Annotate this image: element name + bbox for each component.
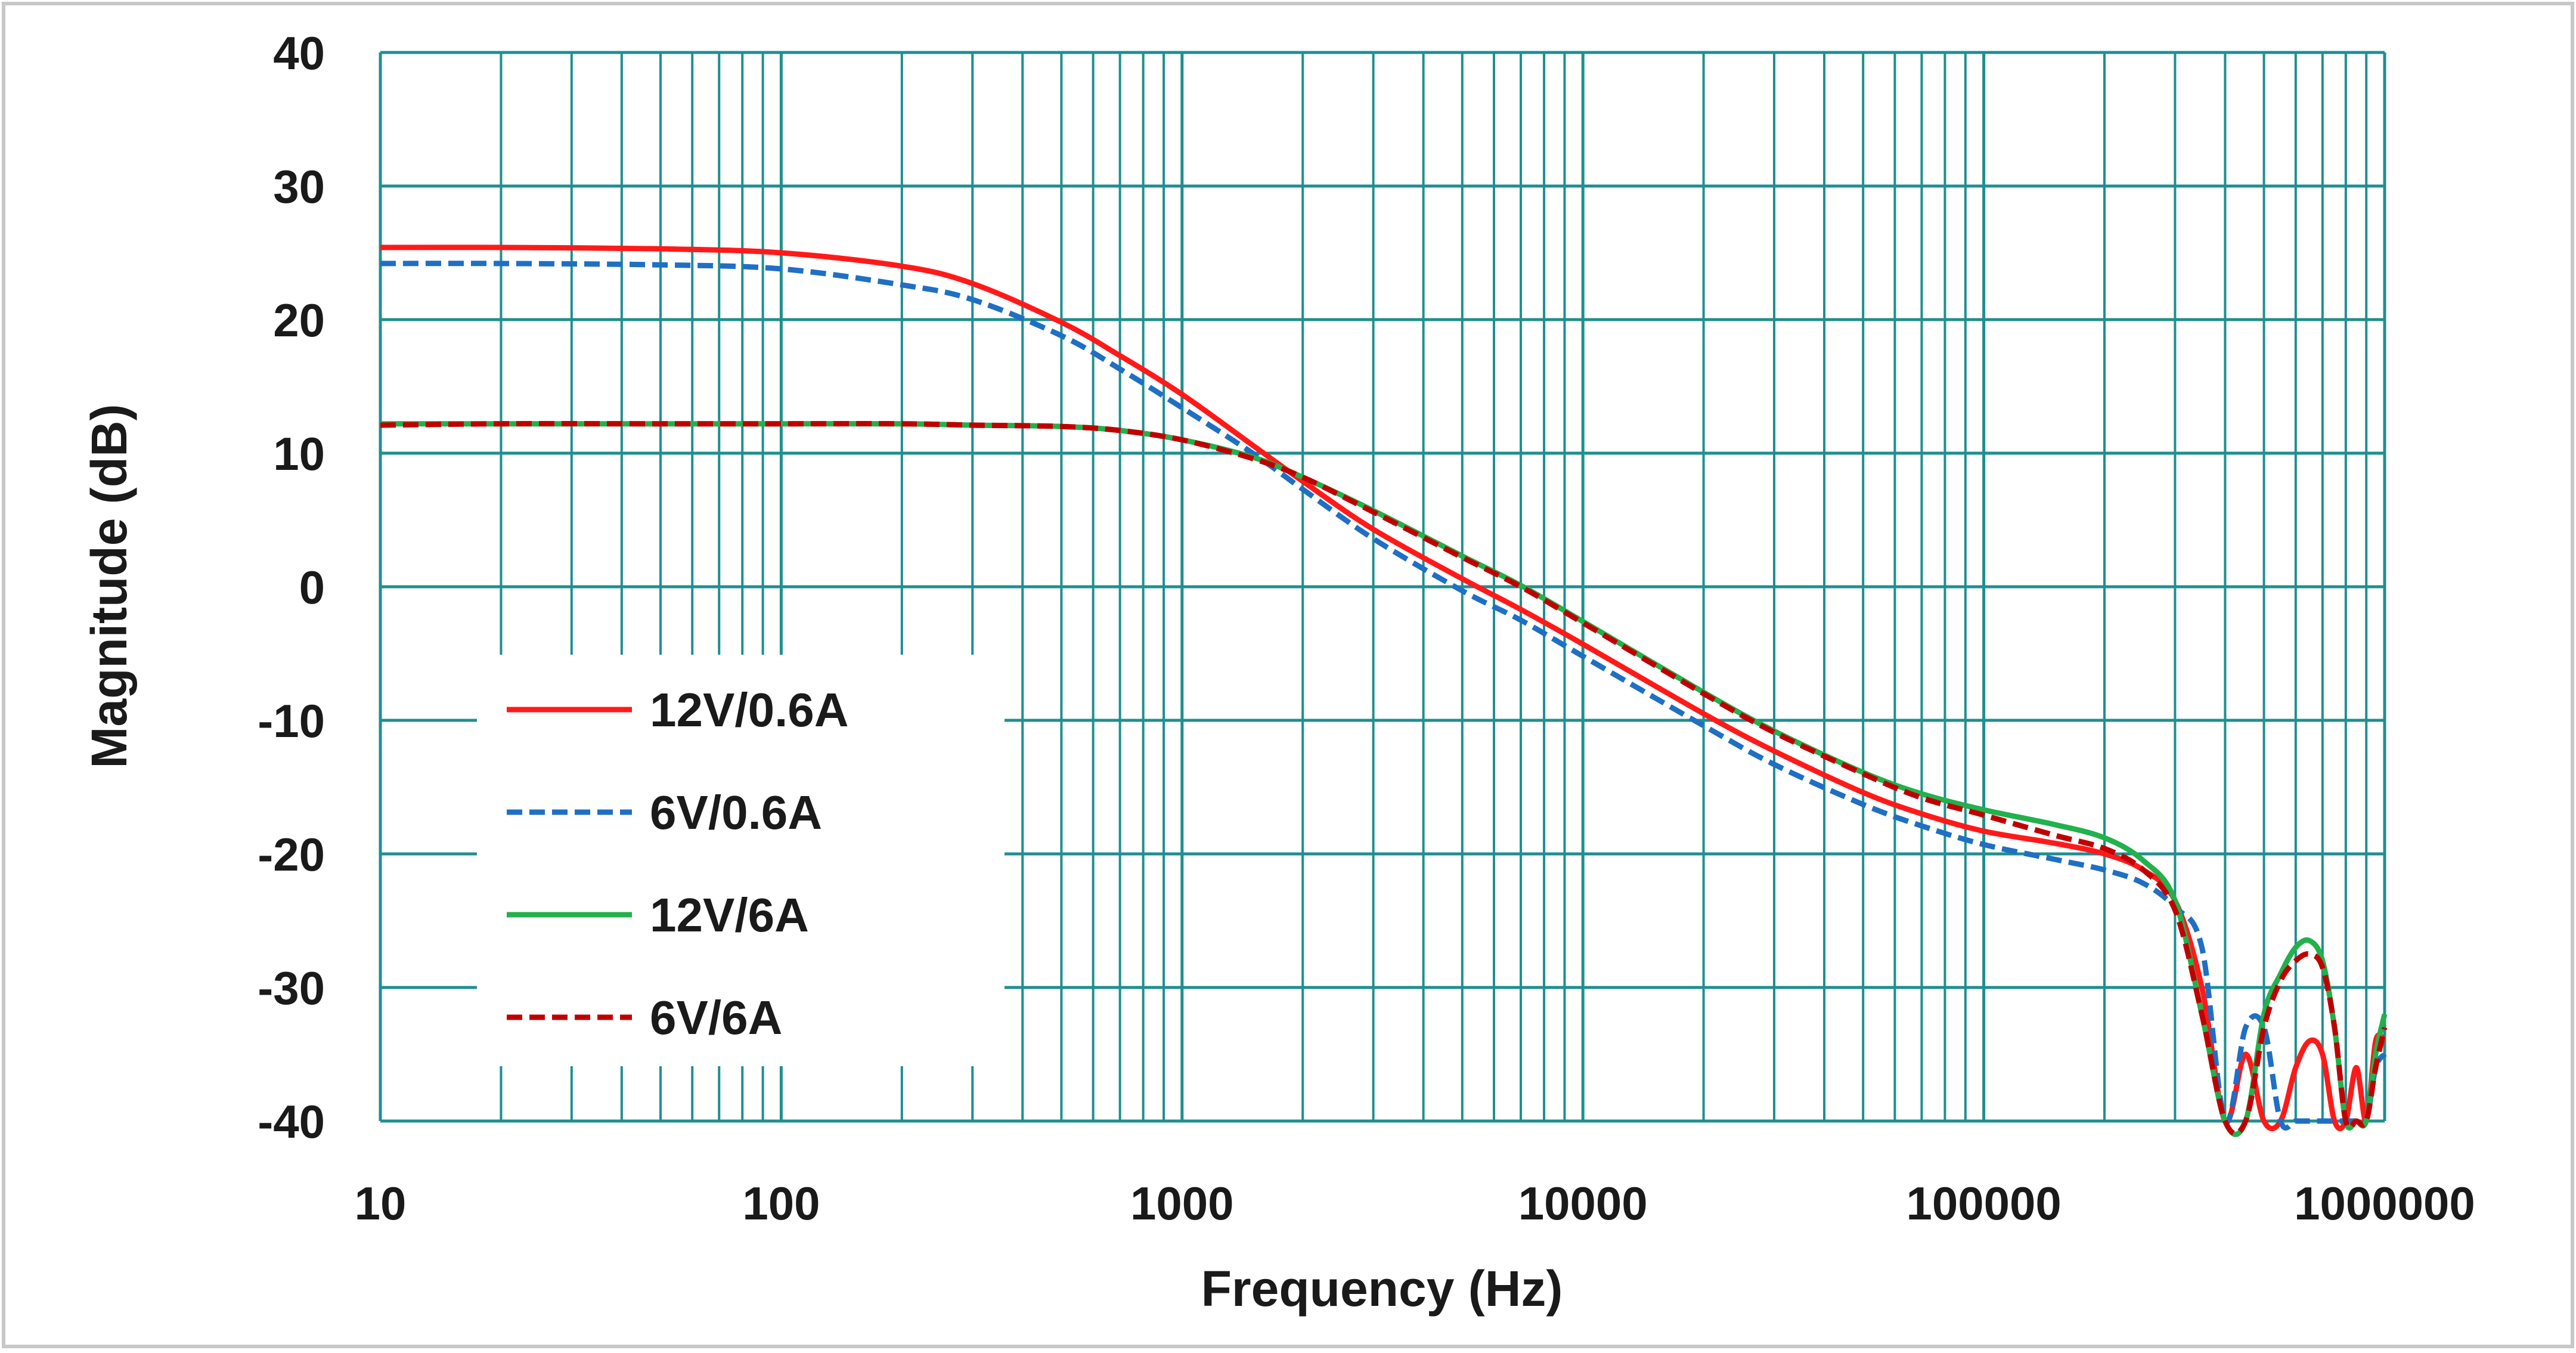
y-tick-label: 30 <box>273 160 325 213</box>
legend-label: 12V/0.6A <box>650 683 849 736</box>
y-tick-label: -40 <box>258 1095 325 1148</box>
x-tick-label: 100000 <box>1906 1177 2061 1230</box>
y-tick-label: -10 <box>258 695 325 747</box>
y-axis-label: Magnitude (dB) <box>81 404 137 768</box>
series-line-2 <box>380 261 2387 1131</box>
x-tick-label: 10 <box>355 1177 407 1230</box>
y-tick-label: 40 <box>273 27 325 79</box>
y-tick-label: -30 <box>258 962 325 1014</box>
series-line-1 <box>380 244 2388 1132</box>
y-tick-label: 20 <box>273 294 325 346</box>
legend-label: 12V/6A <box>650 888 809 942</box>
y-tick-label: 10 <box>273 428 325 480</box>
series-line-4 <box>380 421 2388 1137</box>
x-tick-label: 1000000 <box>2294 1177 2475 1230</box>
y-tick-label: 0 <box>299 561 325 614</box>
y-tick-label: -20 <box>258 828 325 881</box>
legend-label: 6V/0.6A <box>650 786 822 839</box>
x-tick-label: 1000 <box>1130 1177 1234 1230</box>
series-lines <box>380 244 2388 1137</box>
x-tick-label: 10000 <box>1518 1177 1648 1230</box>
legend-box <box>477 655 1005 1066</box>
x-axis-label: Frequency (Hz) <box>1201 1261 1563 1317</box>
legend: 12V/0.6A 6V/0.6A 12V/6A 6V/6A <box>477 655 1005 1066</box>
x-tick-label: 100 <box>742 1177 820 1230</box>
legend-label: 6V/6A <box>650 991 782 1044</box>
